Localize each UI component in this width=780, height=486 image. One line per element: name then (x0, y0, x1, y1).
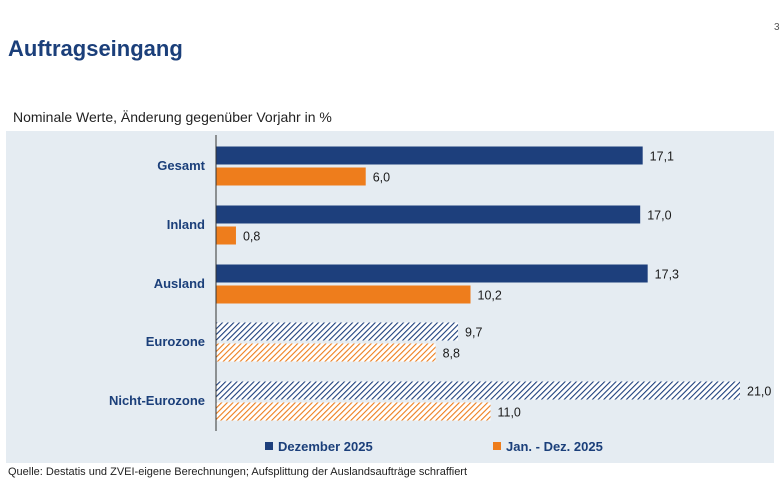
bar-gesamt-series-1 (216, 146, 643, 165)
data-label-gesamt-series-2: 6,0 (373, 171, 390, 185)
bar-inland-series-1 (216, 205, 641, 224)
bar-eurozone-series-1 (216, 322, 459, 341)
data-label-nicht-eurozone-series-2: 11,0 (497, 406, 520, 420)
bar-nicht-eurozone-series-2 (216, 402, 491, 421)
chart-subtitle: Nominale Werte, Änderung gegenüber Vorja… (13, 109, 332, 125)
legend-swatch-series-1 (265, 442, 273, 450)
data-label-nicht-eurozone-series-1: 21,0 (747, 385, 771, 399)
bar-ausland-series-2 (216, 285, 471, 304)
bar-chart: Gesamt 17,1 6,0 Inland 17,0 0,8 Ausland 17,3 10,… (109, 135, 771, 454)
category-label-nicht-eurozone: Nicht-Eurozone (109, 393, 205, 408)
bar-ausland-series-1 (216, 264, 648, 283)
bar-gesamt-series-2 (216, 167, 366, 186)
category-label-inland: Inland (167, 217, 205, 232)
legend-swatch-series-2 (493, 442, 501, 450)
legend-label-series-2: Jan. - Dez. 2025 (506, 439, 603, 454)
category-label-eurozone: Eurozone (146, 334, 205, 349)
data-label-eurozone-series-2: 8,8 (443, 347, 460, 361)
data-label-inland-series-1: 17,0 (647, 209, 671, 223)
category-label-ausland: Ausland (154, 276, 205, 291)
page-edge-mark: 3 (774, 22, 780, 33)
source-note: Quelle: Destatis und ZVEI-eigene Berechn… (8, 466, 468, 478)
data-label-ausland-series-2: 10,2 (478, 289, 502, 303)
data-label-gesamt-series-1: 17,1 (650, 150, 674, 164)
data-label-eurozone-series-1: 9,7 (465, 326, 482, 340)
bar-inland-series-2 (216, 226, 236, 245)
data-label-ausland-series-1: 17,3 (655, 268, 679, 282)
plot-area: Gesamt 17,1 6,0 Inland 17,0 0,8 Ausland 17,3 10,… (6, 131, 774, 463)
bar-eurozone-series-2 (216, 343, 436, 362)
bar-nicht-eurozone-series-1 (216, 381, 740, 400)
legend-label-series-1: Dezember 2025 (278, 439, 373, 454)
data-label-inland-series-2: 0,8 (243, 230, 260, 244)
category-label-gesamt: Gesamt (157, 158, 205, 173)
chart-title: Auftragseingang (8, 36, 183, 61)
